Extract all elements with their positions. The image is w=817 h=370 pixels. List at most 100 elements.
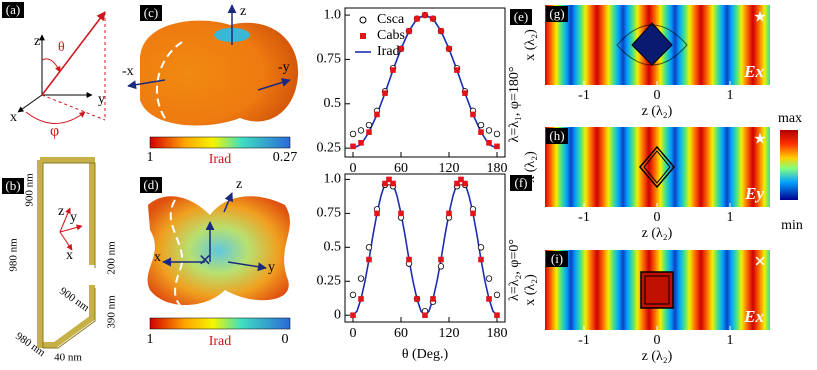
marker-square [486, 296, 492, 302]
x-tick-label: 60 [394, 161, 408, 176]
axis-label: -y [278, 60, 290, 75]
marker-square [454, 67, 460, 73]
marker-circle [477, 244, 485, 251]
y-tick-label: 0.25 [317, 140, 342, 155]
marker-circle [365, 244, 373, 251]
label-box [546, 128, 568, 144]
radiation-pattern [140, 20, 299, 126]
axis-label: x [66, 248, 73, 263]
axis [223, 192, 234, 213]
axis-label: z [240, 4, 246, 19]
marker-square [366, 256, 372, 263]
x-axis-label: z (λ₂) [642, 349, 673, 364]
field-label: Ex [743, 62, 764, 81]
marker-square [382, 90, 388, 96]
colorbar-label: 0 [282, 332, 289, 347]
axis-label: x [154, 250, 161, 265]
label-box [510, 9, 532, 25]
axis [127, 79, 166, 90]
marker-square [358, 296, 364, 302]
y-axis-label: x (λ₂) [523, 151, 538, 183]
y-tick-label: 0.25 [317, 273, 342, 288]
axis [59, 231, 73, 251]
y-tick-label: 0.75 [317, 206, 342, 221]
marker-square [486, 140, 492, 146]
y-tick-label: 0.5 [324, 240, 342, 255]
panel-label: (c) [144, 5, 158, 20]
y-tick-label: 1.0 [324, 7, 342, 22]
field-map [545, 127, 770, 207]
marker-square [390, 180, 396, 187]
dimension: 390 nm [106, 295, 118, 329]
marker-square [358, 140, 364, 146]
vector [41, 11, 106, 96]
axis-label: y [70, 210, 77, 225]
label-box [546, 6, 568, 22]
marker-square [350, 312, 356, 319]
colorbar-label: 0.27 [273, 150, 298, 165]
map-colorbar: max min [778, 111, 803, 233]
axis [59, 207, 71, 233]
position-marker: ✕ [754, 254, 767, 270]
axis [17, 94, 43, 113]
legend-marker [359, 16, 367, 24]
x-axis-label: z (λ₂) [642, 104, 673, 119]
side-label: λ=λ₂, φ=0° [507, 239, 522, 301]
y-axis-label: x (λ₂) [523, 274, 538, 306]
x-tick-label: 1 [727, 333, 734, 348]
marker-circle [357, 275, 365, 282]
panel-label: (h) [549, 128, 564, 143]
dimension: 900 nm [24, 173, 36, 207]
x-tick-label: -1 [578, 210, 590, 225]
legend-label: Cabs [377, 28, 405, 43]
projection [41, 94, 106, 121]
marker-square [374, 111, 380, 118]
marker-square [494, 143, 500, 150]
x-tick-label: -1 [578, 333, 590, 348]
colorbar-label: max [778, 111, 802, 126]
legend-label: Irad [377, 44, 400, 59]
axis-label: z [236, 177, 242, 192]
x-tick-label: 0 [654, 210, 661, 225]
marker-square [470, 210, 476, 217]
panel-label: (g) [549, 6, 564, 21]
colorbar-label: 1 [147, 150, 154, 165]
x-tick-label: 0 [350, 161, 357, 176]
panel-label: (b) [5, 178, 20, 193]
x-tick-label: 120 [439, 326, 460, 341]
axis-label: z [58, 204, 64, 219]
x-tick-label: 180 [487, 326, 508, 341]
marker-square [350, 143, 356, 150]
label-box [140, 177, 162, 193]
marker-square [406, 256, 412, 263]
angle-arc [41, 58, 61, 73]
marker-square [446, 45, 452, 52]
scatter-field [616, 24, 688, 66]
marker-square [398, 210, 404, 217]
marker-circle [493, 291, 501, 299]
colorbar-title: Irad [209, 334, 232, 349]
x-tick-label: 1 [727, 88, 734, 103]
marker-square [446, 210, 452, 217]
angle-label: φ [50, 123, 59, 140]
field-label: Ey [744, 184, 764, 203]
label-box [140, 5, 162, 21]
position-marker: ★ [753, 131, 766, 147]
dashed-curve [169, 199, 183, 306]
marker-square [430, 296, 436, 302]
marker-circle [349, 130, 357, 138]
nanostructure-edge [42, 162, 96, 349]
axis-label: -x [122, 64, 134, 79]
panel-label: (d) [143, 177, 158, 192]
angle-label: θ [58, 40, 65, 55]
marker-circle [357, 127, 365, 134]
axis-label: z [34, 34, 40, 49]
angle-arc [25, 111, 86, 124]
x-tick-label: 180 [487, 161, 508, 176]
label-box [546, 251, 568, 267]
legend-marker [360, 33, 366, 39]
axis [227, 261, 267, 272]
marker-square [414, 15, 420, 22]
marker-square [478, 129, 484, 135]
